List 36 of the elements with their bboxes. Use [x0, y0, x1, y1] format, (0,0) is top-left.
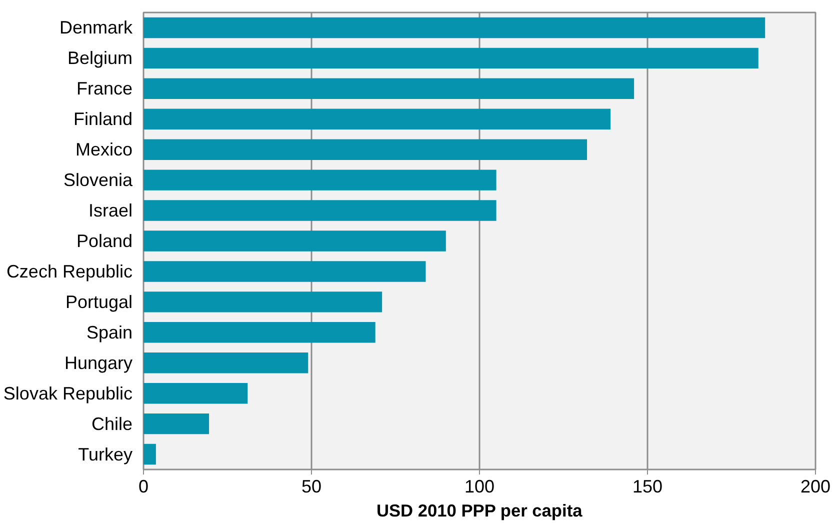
y-tick-label: Denmark	[59, 18, 134, 38]
y-tick-label: Chile	[91, 414, 133, 434]
x-tick-label: 50	[301, 476, 322, 496]
y-tick-label: Mexico	[75, 140, 132, 160]
bar	[144, 170, 496, 190]
bar	[144, 261, 426, 282]
y-tick-label: Turkey	[78, 444, 132, 464]
x-tick-label: 150	[632, 476, 663, 496]
y-tick-label: Czech Republic	[6, 261, 132, 282]
y-tick-label: Belgium	[67, 48, 132, 68]
bar	[144, 444, 156, 465]
y-tick-label: Hungary	[64, 352, 133, 373]
y-tick-label: Slovenia	[63, 170, 134, 190]
bar	[144, 139, 588, 160]
y-tick-label: Israel	[88, 200, 132, 221]
x-tick-label: 200	[800, 476, 831, 496]
y-tick-label: Spain	[86, 322, 133, 342]
bar	[144, 382, 248, 404]
bar	[144, 292, 382, 312]
x-tick-label: 100	[464, 476, 495, 496]
y-tick-label: Slovak Republic	[3, 383, 133, 404]
x-tick-label: 0	[138, 476, 149, 496]
bar	[144, 413, 210, 434]
bar	[144, 352, 308, 374]
bar	[144, 322, 376, 343]
bar	[144, 230, 446, 252]
bar	[144, 200, 496, 221]
bar	[144, 78, 634, 100]
bar	[144, 108, 611, 130]
y-tick-label: Poland	[76, 231, 133, 251]
y-tick-label: Finland	[73, 109, 133, 130]
bar	[144, 48, 758, 69]
x-axis-title: USD 2010 PPP per capita	[376, 500, 583, 520]
bar	[144, 17, 766, 38]
y-tick-label: France	[76, 78, 133, 99]
y-tick-label: Portugal	[65, 292, 133, 312]
